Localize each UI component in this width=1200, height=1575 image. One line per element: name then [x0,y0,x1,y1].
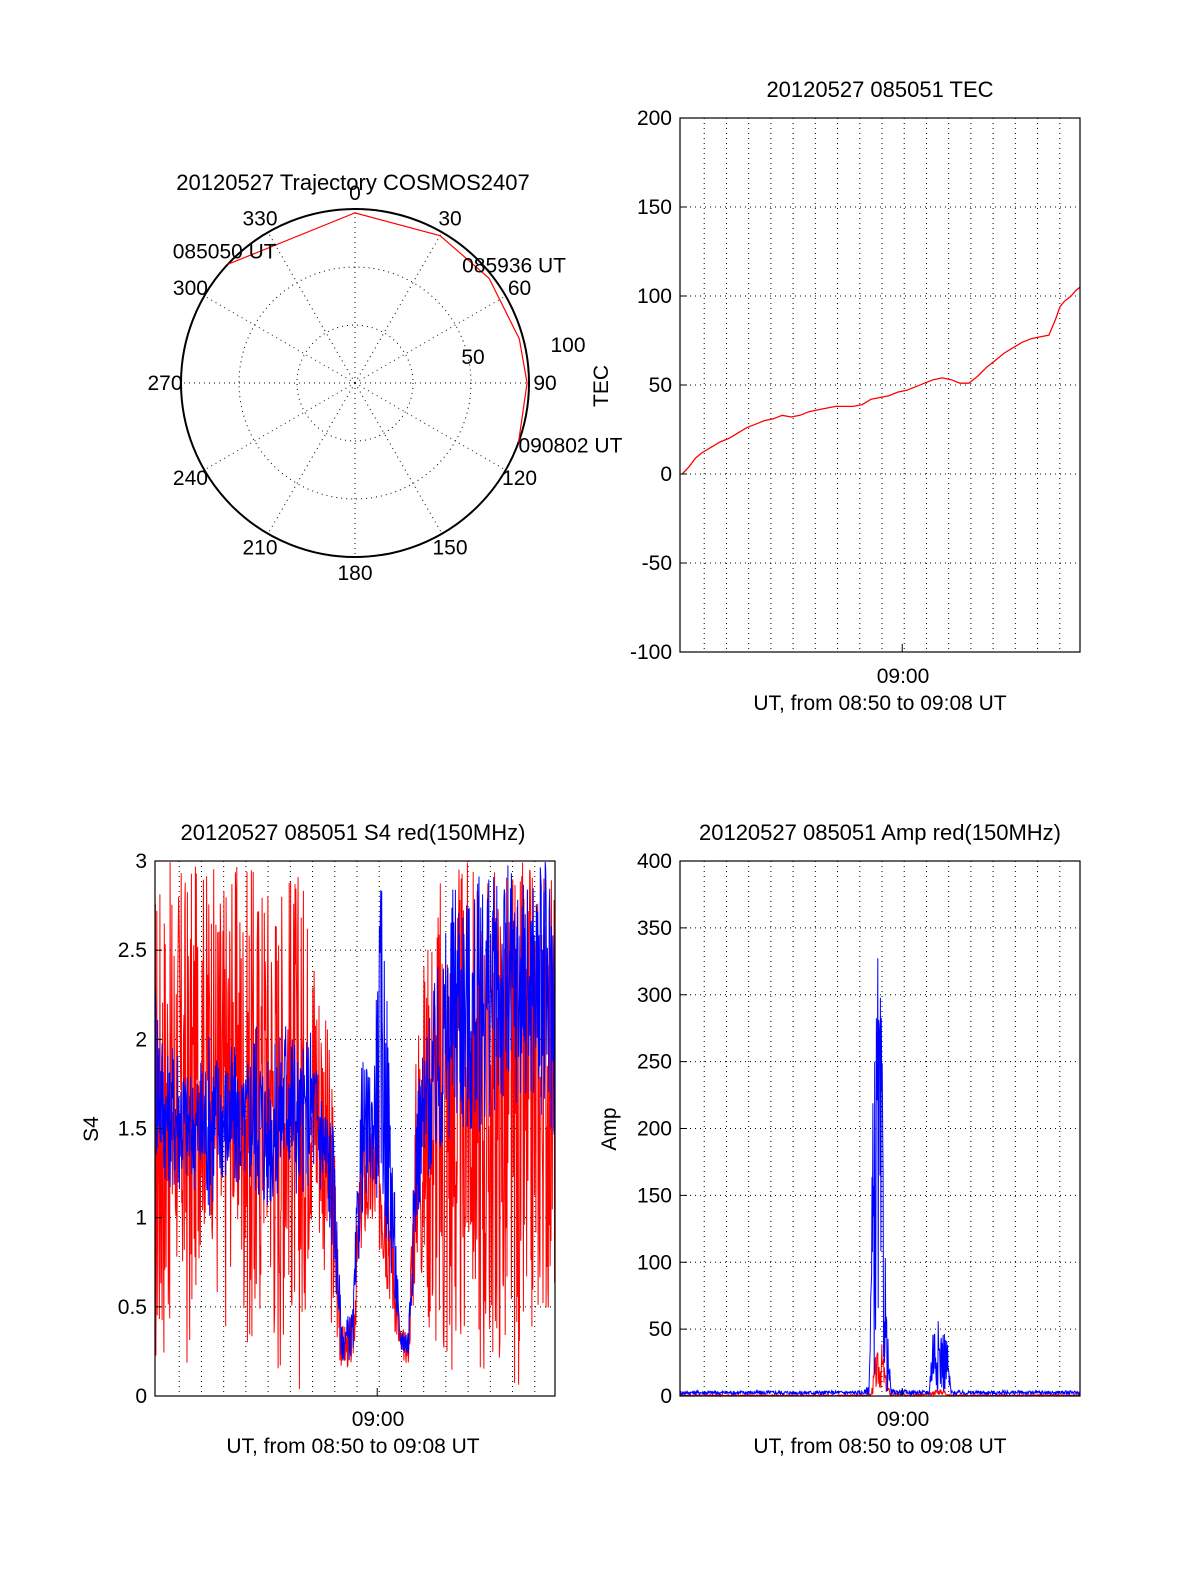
y-tick-label: 0 [135,1385,147,1408]
polar-angle-label: 0 [349,182,361,205]
trajectory-time-label: 085936 UT [462,254,566,277]
polar-panel: 20120527 Trajectory COSMOS2407 0 30 60 90 12… [147,170,622,585]
polar-trajectory-labels: 085050 UT 085936 UT 090802 UT [173,240,623,457]
y-tick-label: 200 [637,107,672,130]
s4-data [154,861,556,1390]
y-tick-label: 2 [135,1028,147,1051]
polar-ring-1 [296,324,414,442]
series-line [681,286,1081,475]
y-tick-label: 1 [135,1207,147,1230]
y-tick-label: 0 [660,1385,672,1408]
polar-angle-label: 150 [432,537,467,560]
tec-x-axis-label: UT, from 08:50 to 09:08 UT [753,692,1006,715]
polar-title: 20120527 Trajectory COSMOS2407 [176,170,529,195]
y-tick-label: 50 [649,374,672,397]
tec-grid [680,118,1080,652]
polar-angle-label: 300 [173,277,208,300]
polar-spoke-210 [267,382,356,534]
amp-title: 20120527 085051 Amp red(150MHz) [699,820,1061,845]
polar-spoke-150 [354,382,443,534]
radial-tick-50: 50 [461,346,484,369]
s4-x-tick: 09:00 [352,1408,405,1431]
y-tick-label: 100 [637,285,672,308]
polar-spoke-120 [354,382,506,471]
y-tick-label: 0.5 [118,1296,147,1319]
polar-angle-label: 240 [173,467,208,490]
amp-y-ticks: 0 50 100 150 200 250 300 350 400 [637,850,903,1408]
radial-tick-100: 100 [550,334,585,357]
polar-grid [181,209,529,557]
trajectory-time-label: 090802 UT [519,435,623,458]
amp-x-tick: 09:00 [877,1408,930,1431]
amp-x-axis-label: UT, from 08:50 to 09:08 UT [753,1435,1006,1458]
y-tick-label: 2.5 [118,939,147,962]
y-tick-label: 300 [637,984,672,1007]
y-tick-label: 150 [637,196,672,219]
s4-x-axis-label: UT, from 08:50 to 09:08 UT [226,1435,479,1458]
polar-spoke-240 [204,382,356,471]
s4-y-ticks: 0 0.5 1 1.5 2 2.5 3 [118,850,378,1408]
tec-data [681,286,1081,475]
polar-angle-label: 60 [508,277,531,300]
y-tick-label: 0 [660,463,672,486]
s4-y-axis-label: S4 [80,1116,103,1142]
polar-angle-labels: 0 30 60 90 120 150 180 210 240 270 300 330 [147,182,556,585]
y-tick-label: 200 [637,1118,672,1141]
y-tick-label: 400 [637,850,672,873]
tec-title: 20120527 085051 TEC [766,77,993,102]
y-tick-label: 50 [649,1318,672,1341]
tec-panel: 20120527 085051 TEC -100-50050100150200 … [630,77,1081,715]
amp-panel: 20120527 085051 Amp red(150MHz) 0 50 100 15… [598,820,1081,1458]
y-tick-label: -50 [642,552,672,575]
polar-outer-ring [180,208,530,558]
series-trace [679,958,1081,1397]
polar-spoke-300 [204,295,356,384]
trajectory-time-label: 085050 UT [173,240,277,263]
polar-angle-label: 270 [147,372,182,395]
tec-x-tick: 09:00 [877,665,930,688]
polar-trajectory-line [227,212,528,443]
polar-angle-label: 90 [533,372,556,395]
polar-angle-label: 30 [438,207,461,230]
amp-y-axis-label: Amp [598,1107,621,1150]
polar-angle-label: 180 [337,562,372,585]
polar-angle-label: 330 [242,207,277,230]
polar-angle-label: 210 [242,537,277,560]
amp-data [679,958,1081,1398]
y-tick-label: -100 [630,641,672,664]
polar-spoke-30 [354,232,443,384]
y-tick-label: 250 [637,1051,672,1074]
y-tick-label: 3 [135,850,147,873]
y-tick-label: 350 [637,917,672,940]
polar-spoke-330 [267,232,356,384]
y-tick-label: 1.5 [118,1118,147,1141]
radial-axis-label: TEC [590,365,613,407]
y-tick-label: 150 [637,1184,672,1207]
s4-title: 20120527 085051 S4 red(150MHz) [181,820,526,845]
y-tick-label: 100 [637,1251,672,1274]
s4-panel: 20120527 085051 S4 red(150MHz) 0 0.5 1 1.5 2… [80,820,556,1458]
series-trace [679,1344,1081,1398]
polar-angle-label: 120 [502,467,537,490]
series-trace [154,861,556,1361]
tec-y-ticks: -100 -50 0 50 100 150 200 [630,107,903,664]
polar-spoke-60 [354,295,506,384]
